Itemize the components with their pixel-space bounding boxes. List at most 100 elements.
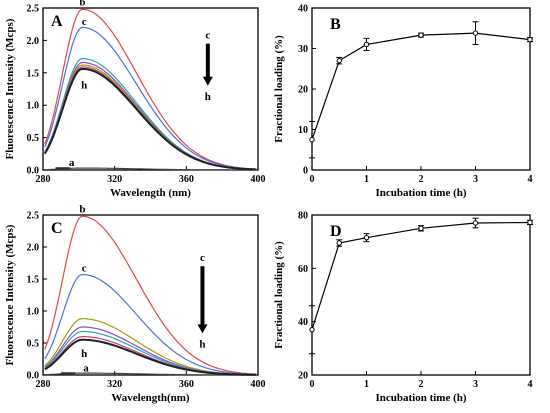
x-axis-label: Wavelength(nm) [111, 392, 190, 404]
series-line-s4 [44, 61, 257, 170]
plot-frame [311, 214, 531, 376]
x-tick-label: 4 [528, 379, 533, 390]
y-tick-label: 0.0 [27, 371, 40, 382]
plot-frame [42, 214, 259, 376]
x-tick-label: 0 [310, 379, 315, 390]
data-point [527, 219, 533, 226]
y-tick-label: 80 [298, 211, 308, 222]
y-tick-label: 40 [298, 4, 308, 15]
y-tick-label: 1.5 [27, 68, 40, 79]
y-tick-label: 40 [298, 317, 308, 328]
series-line-a [44, 167, 257, 171]
series-line-s3 [44, 318, 257, 376]
series-line-b [44, 8, 257, 170]
arrow-head [197, 324, 208, 334]
series-line-s6 [44, 66, 257, 170]
series-line-c [44, 273, 257, 376]
x-tick-label: 2 [419, 174, 424, 185]
arrow-end-label: h [199, 338, 205, 350]
y-tick-label: 20 [298, 85, 308, 96]
y-tick-label: 1.0 [27, 101, 40, 112]
x-tick-label: 280 [36, 174, 51, 185]
data-point [527, 36, 533, 43]
curve-label-a: a [69, 157, 75, 169]
series-line-a [44, 372, 257, 376]
plot-frame [42, 7, 259, 171]
x-tick-label: 0 [310, 174, 315, 185]
series-line [311, 32, 531, 140]
x-tick-label: 320 [107, 379, 122, 390]
y-axis-label: Fluorescence Intensity (Mcps) [4, 224, 16, 365]
x-tick-label: 2 [419, 379, 424, 390]
x-axis-label: Wavelength (nm) [110, 187, 191, 199]
y-tick-label: 2.5 [27, 211, 40, 222]
curve-label-h: h [81, 348, 87, 360]
data-point [472, 220, 479, 226]
data-point [418, 32, 424, 38]
series-line-s5 [44, 64, 257, 170]
curve-label-b: b [79, 0, 85, 9]
data-point [472, 30, 479, 36]
panel-label: D [330, 223, 342, 240]
series-line-h [44, 338, 257, 376]
series-line-h [43, 67, 257, 171]
panel-label: B [330, 16, 341, 33]
curve-label-a: a [83, 362, 89, 374]
y-axis-label: Fractional loading (%) [273, 35, 285, 143]
x-tick-label: 360 [179, 174, 194, 185]
y-axis-label: Fluorescence Intensity (Mcps) [4, 18, 16, 159]
x-tick-label: 400 [251, 379, 266, 390]
x-tick-label: 1 [364, 174, 369, 185]
x-tick-label: 4 [528, 174, 533, 185]
y-tick-label: 2.0 [27, 36, 40, 47]
arrow-start-label: c [200, 252, 205, 264]
y-tick-label: 10 [298, 125, 308, 136]
series-line [311, 221, 531, 330]
arrow-end-label: h [205, 91, 211, 103]
y-tick-label: 0 [303, 166, 308, 177]
x-tick-label: 3 [473, 174, 478, 185]
x-tick-label: 1 [364, 379, 369, 390]
data-point [336, 240, 342, 246]
x-tick-label: 280 [36, 379, 51, 390]
y-tick-label: 60 [298, 264, 308, 275]
curve-label-c: c [82, 16, 87, 28]
y-axis-label: Fractional loading (%) [273, 241, 285, 349]
panel-D: 0 1 2 3 4 20 40 60 80 Incubation time (h) Fraction… [273, 211, 533, 404]
curve-label-h: h [81, 79, 87, 91]
data-point [363, 41, 370, 48]
data-point [336, 57, 342, 64]
x-axis-label: Incubation time (h) [375, 392, 466, 404]
y-tick-label: 30 [298, 44, 308, 55]
y-tick-label: 1.0 [27, 307, 40, 318]
data-point [309, 326, 315, 333]
x-tick-label: 320 [107, 174, 122, 185]
y-tick-label: 0.5 [27, 133, 40, 144]
y-tick-label: 20 [298, 371, 308, 382]
x-tick-label: 3 [473, 379, 478, 390]
x-tick-label: 360 [179, 379, 194, 390]
arrow-start-label: c [205, 30, 210, 42]
panel-label: C [51, 220, 63, 237]
y-tick-label: 2.0 [27, 243, 40, 254]
data-point [309, 136, 315, 143]
y-tick-label: 1.5 [27, 275, 40, 286]
y-tick-label: 2.5 [27, 4, 40, 15]
data-point [363, 234, 370, 241]
series-line-b [44, 215, 257, 375]
data-point [418, 225, 424, 232]
panel-A: 280 320 360 400 0.0 0.5 1.0 1.5 2.0 2.5 Wavelength… [4, 0, 266, 199]
curve-label-c: c [82, 262, 87, 274]
series-line-c [44, 26, 257, 170]
plot-frame [311, 7, 531, 171]
x-axis-label: Incubation time (h) [375, 187, 466, 199]
x-tick-label: 400 [251, 174, 266, 185]
curve-label-b: b [79, 204, 85, 216]
y-tick-label: 0.0 [27, 166, 40, 177]
y-tick-label: 0.5 [27, 339, 40, 350]
arrow-head [202, 76, 213, 86]
panel-label: A [51, 13, 63, 30]
panel-C: 280 320 360 400 0.0 0.5 1.0 1.5 2.0 2.5 Wavelength… [4, 204, 266, 404]
